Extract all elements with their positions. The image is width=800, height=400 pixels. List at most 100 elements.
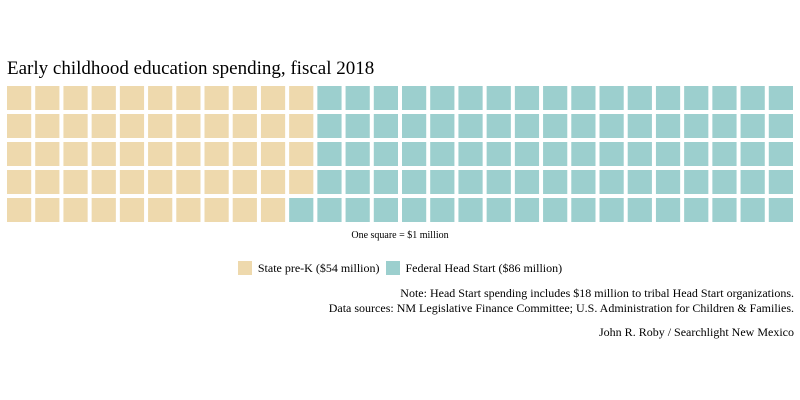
waffle-square-federal-head-start [345, 86, 370, 110]
waffle-square-federal-head-start [768, 198, 793, 222]
waffle-square-federal-head-start [345, 142, 370, 166]
waffle-square-federal-head-start [712, 198, 737, 222]
waffle-square-federal-head-start [486, 114, 511, 138]
waffle-square-federal-head-start [514, 198, 540, 222]
legend-label-state-pre-k: State pre-K ($54 million) [257, 261, 380, 275]
waffle-square-federal-head-start [317, 142, 342, 166]
waffle-square-federal-head-start [514, 114, 540, 138]
waffle-square-federal-head-start [486, 170, 511, 194]
waffle-square-federal-head-start [684, 142, 709, 166]
waffle-square-federal-head-start [543, 198, 568, 222]
waffle-square-federal-head-start [627, 114, 652, 138]
waffle-square-state-pre-k [260, 142, 286, 166]
waffle-square-federal-head-start [514, 86, 540, 110]
waffle-square-state-pre-k [148, 114, 173, 138]
waffle-square-federal-head-start [571, 198, 596, 222]
waffle-square-federal-head-start [543, 114, 568, 138]
waffle-square-state-pre-k [260, 170, 286, 194]
waffle-square-federal-head-start [458, 170, 483, 194]
waffle-square-federal-head-start [543, 170, 568, 194]
waffle-square-federal-head-start [289, 198, 314, 222]
waffle-square-federal-head-start [402, 198, 427, 222]
waffle-square-federal-head-start [543, 86, 568, 110]
waffle-square-federal-head-start [402, 86, 427, 110]
waffle-square-federal-head-start [599, 86, 624, 110]
waffle-square-state-pre-k [119, 170, 145, 194]
waffle-square-state-pre-k [63, 198, 88, 222]
waffle-square-state-pre-k [289, 114, 314, 138]
waffle-square-state-pre-k [176, 142, 201, 166]
waffle-square-federal-head-start [768, 114, 793, 138]
waffle-square-federal-head-start [345, 198, 370, 222]
waffle-square-federal-head-start [430, 114, 455, 138]
waffle-square-federal-head-start [627, 198, 652, 222]
waffle-square-federal-head-start [317, 114, 342, 138]
waffle-square-federal-head-start [514, 142, 540, 166]
waffle-square-federal-head-start [712, 142, 737, 166]
waffle-square-state-pre-k [148, 142, 173, 166]
waffle-square-federal-head-start [712, 170, 737, 194]
waffle-square-state-pre-k [91, 170, 116, 194]
waffle-square-state-pre-k [7, 114, 32, 138]
waffle-square-state-pre-k [232, 86, 257, 110]
waffle-square-federal-head-start [684, 86, 709, 110]
waffle-chart [7, 86, 793, 222]
waffle-square-state-pre-k [289, 142, 314, 166]
unit-note: One square = $1 million [351, 230, 449, 241]
waffle-square-state-pre-k [119, 198, 145, 222]
waffle-square-state-pre-k [63, 142, 88, 166]
waffle-square-state-pre-k [91, 142, 116, 166]
waffle-square-federal-head-start [655, 114, 681, 138]
waffle-square-state-pre-k [35, 142, 60, 166]
waffle-square-state-pre-k [91, 198, 116, 222]
waffle-square-state-pre-k [176, 170, 201, 194]
waffle-square-federal-head-start [430, 142, 455, 166]
waffle-square-federal-head-start [317, 86, 342, 110]
waffle-square-federal-head-start [345, 170, 370, 194]
waffle-square-state-pre-k [148, 198, 173, 222]
waffle-square-federal-head-start [458, 142, 483, 166]
chart-title: Early childhood education spending, fisc… [7, 58, 375, 79]
waffle-square-state-pre-k [35, 170, 60, 194]
waffle-square-federal-head-start [430, 198, 455, 222]
waffle-square-state-pre-k [91, 86, 116, 110]
waffle-square-federal-head-start [486, 142, 511, 166]
waffle-square-federal-head-start [430, 170, 455, 194]
waffle-square-federal-head-start [684, 170, 709, 194]
waffle-square-state-pre-k [7, 198, 32, 222]
waffle-square-federal-head-start [768, 86, 793, 110]
waffle-square-state-pre-k [7, 86, 32, 110]
waffle-square-federal-head-start [373, 86, 398, 110]
legend: State pre-K ($54 million) Federal Head S… [0, 259, 800, 277]
legend-swatch-state-pre-k [237, 261, 252, 275]
waffle-square-state-pre-k [260, 86, 286, 110]
waffle-square-federal-head-start [712, 114, 737, 138]
note-head-start: Note: Head Start spending includes $18 m… [400, 286, 794, 300]
waffle-square-state-pre-k [260, 114, 286, 138]
legend-item-state-pre-k: State pre-K ($54 million) [237, 259, 380, 277]
waffle-square-federal-head-start [317, 170, 342, 194]
waffle-square-state-pre-k [204, 86, 229, 110]
waffle-square-federal-head-start [458, 86, 483, 110]
waffle-square-federal-head-start [458, 114, 483, 138]
waffle-square-state-pre-k [63, 86, 88, 110]
waffle-square-federal-head-start [373, 170, 398, 194]
waffle-square-federal-head-start [373, 198, 398, 222]
waffle-square-federal-head-start [768, 170, 793, 194]
legend-item-federal-head-start: Federal Head Start ($86 million) [385, 259, 562, 277]
waffle-square-federal-head-start [740, 86, 765, 110]
waffle-square-federal-head-start [627, 142, 652, 166]
waffle-square-federal-head-start [599, 142, 624, 166]
waffle-square-state-pre-k [176, 198, 201, 222]
waffle-square-federal-head-start [571, 114, 596, 138]
waffle-square-federal-head-start [486, 198, 511, 222]
waffle-square-state-pre-k [176, 86, 201, 110]
waffle-square-state-pre-k [289, 170, 314, 194]
waffle-square-federal-head-start [740, 170, 765, 194]
waffle-square-state-pre-k [204, 170, 229, 194]
waffle-square-federal-head-start [345, 114, 370, 138]
waffle-square-federal-head-start [402, 114, 427, 138]
waffle-square-federal-head-start [543, 142, 568, 166]
waffle-square-state-pre-k [289, 86, 314, 110]
waffle-square-federal-head-start [373, 114, 398, 138]
